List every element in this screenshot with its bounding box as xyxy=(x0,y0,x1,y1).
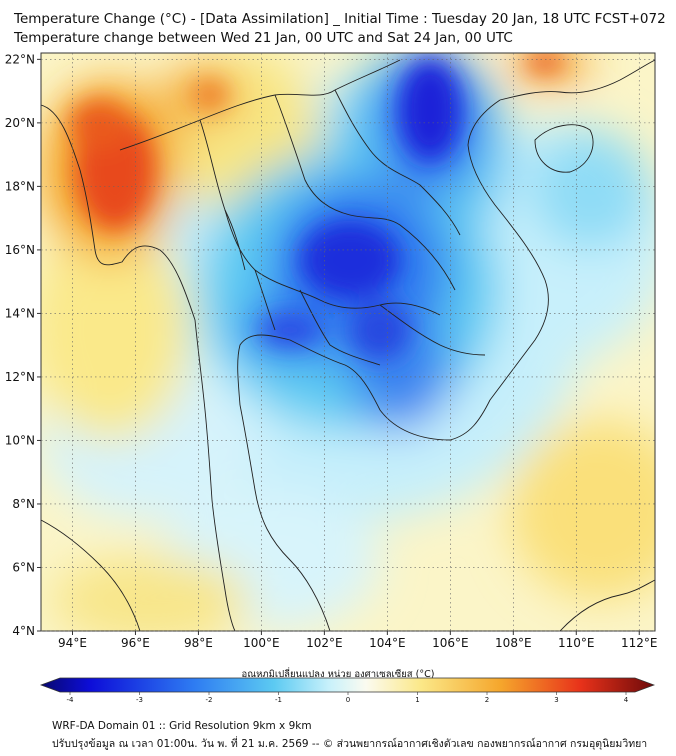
y-tick-label: 16°N xyxy=(5,243,35,257)
x-tick-label: 112°E xyxy=(621,636,658,650)
y-tick-label: 12°N xyxy=(5,370,35,384)
footer-update-info: ปรับปรุงข้อมูล ณ เวลา 01:00น. วัน พ. ที่… xyxy=(52,738,648,750)
x-tick-label: 106°E xyxy=(432,636,469,650)
colorbar-tick-label: 3 xyxy=(554,696,558,704)
y-tick-label: 20°N xyxy=(5,116,35,130)
colorbar-title: อุณหภูมิเปลี่ยนแปลง หน่วย องศาเซลเซียส (… xyxy=(241,669,435,680)
y-tick-label: 14°N xyxy=(5,306,35,320)
footer-model-info: WRF-DA Domain 01 :: Grid Resolution 9km … xyxy=(52,720,312,732)
x-tick-label: 104°E xyxy=(369,636,406,650)
y-tick-label: 22°N xyxy=(5,52,35,66)
map-title: Temperature Change (°C) - [Data Assimila… xyxy=(14,11,666,27)
colorbar-tick-label: -2 xyxy=(206,696,213,704)
colorbar: -4 -3 -2 -1 0 1 2 3 4 xyxy=(39,677,656,704)
y-tick-label: 6°N xyxy=(12,560,35,574)
colorbar-tick-label: 0 xyxy=(346,696,350,704)
latitude-axis: 22°N 20°N 18°N 16°N 14°N 12°N 10°N 8°N 6°N 4°N xyxy=(5,52,41,638)
colorbar-ticks: -4 -3 -2 -1 0 1 2 3 4 xyxy=(67,692,629,704)
x-tick-label: 96°E xyxy=(121,636,150,650)
x-tick-label: 98°E xyxy=(184,636,213,650)
temperature-field xyxy=(41,53,655,631)
coastline-borders xyxy=(41,59,655,631)
colorbar-gradient xyxy=(39,677,656,693)
colorbar-tick-label: 1 xyxy=(415,696,419,704)
x-tick-label: 110°E xyxy=(558,636,595,650)
graticule xyxy=(41,53,655,632)
x-tick-label: 102°E xyxy=(306,636,343,650)
colorbar-tick-label: 2 xyxy=(485,696,489,704)
x-tick-label: 100°E xyxy=(243,636,280,650)
temperature-change-map: 94°E 96°E 98°E 100°E 102°E 104°E 106°E 108°E 110… xyxy=(5,52,658,650)
colorbar-tick-label: 4 xyxy=(624,696,629,704)
colorbar-tick-label: -1 xyxy=(275,696,282,704)
y-tick-label: 8°N xyxy=(12,497,35,511)
x-tick-label: 108°E xyxy=(495,636,532,650)
y-tick-label: 4°N xyxy=(12,624,35,638)
y-tick-label: 18°N xyxy=(5,179,35,193)
longitude-axis: 94°E 96°E 98°E 100°E 102°E 104°E 106°E 108°E 110… xyxy=(58,631,658,650)
y-tick-label: 10°N xyxy=(5,433,35,447)
colorbar-tick-label: -3 xyxy=(136,696,143,704)
map-subtitle: Temperature change between Wed 21 Jan, 0… xyxy=(14,30,513,46)
colorbar-tick-label: -4 xyxy=(67,696,75,704)
x-tick-label: 94°E xyxy=(58,636,87,650)
